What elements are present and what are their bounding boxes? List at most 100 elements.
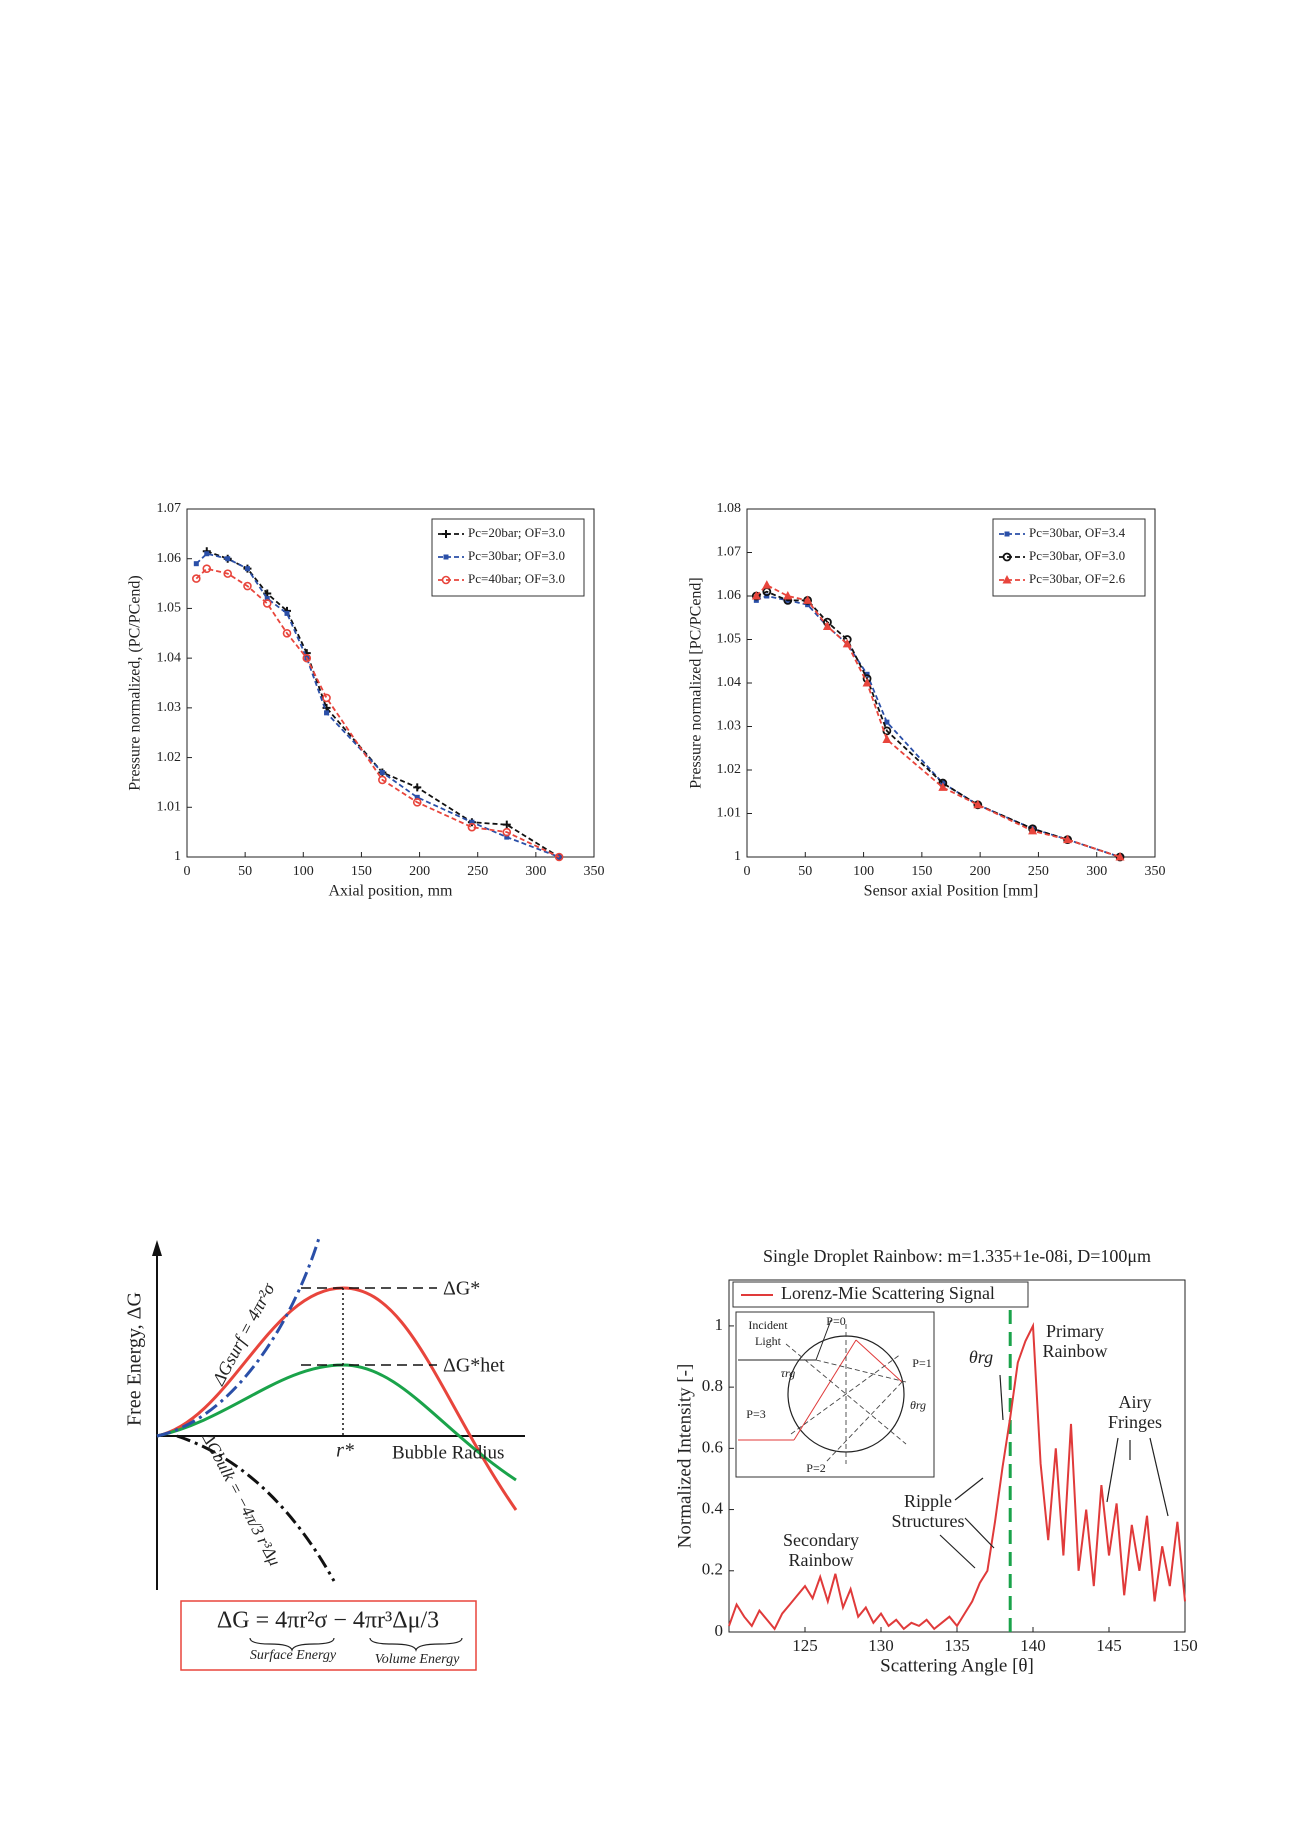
annotation-arrow [1106, 1437, 1119, 1503]
marker [502, 827, 512, 837]
formula-box [180, 1600, 477, 1671]
y-axis-label: Normalized Intensity [-] [674, 1364, 695, 1549]
y-tick-label: 1 [174, 849, 181, 864]
y-tick-label: 0 [715, 1621, 724, 1640]
marker [973, 799, 983, 809]
x-tick-label: 140 [1020, 1636, 1046, 1655]
x-tick-label: 130 [868, 1636, 894, 1655]
series-line [755, 583, 1121, 858]
brace [369, 1637, 463, 1652]
y-tick-label: 1.02 [157, 750, 182, 765]
y-tick-label: 0.8 [702, 1376, 723, 1395]
x-tick-label: 300 [1086, 864, 1107, 879]
y-tick-label: 0.6 [702, 1437, 723, 1456]
x-tick-label: 150 [1172, 1636, 1198, 1655]
inset-label: P=0 [826, 1314, 845, 1328]
y-axis-label: Pressure normalized [PC/PCend] [688, 577, 705, 789]
x-tick-label: 145 [1096, 1636, 1122, 1655]
legend-label: Pc=40bar; OF=3.0 [468, 571, 565, 586]
marker [502, 820, 511, 829]
marker [412, 798, 422, 807]
x-tick-label: 50 [238, 864, 252, 879]
x-tick-label: 200 [409, 864, 430, 879]
series-line [728, 1322, 1186, 1631]
marker [442, 530, 450, 538]
marker [322, 693, 331, 703]
nucleation-diagram: ΔG* ΔG*het r* Bubble Radius Free Energy,… [124, 1237, 525, 1671]
dg-het-label: ΔG*het [443, 1355, 505, 1377]
x-tick-label: 50 [798, 864, 812, 879]
y-tick-label: 1.07 [717, 545, 742, 560]
inset-label: Light [755, 1334, 782, 1348]
bulk-curve [176, 1434, 336, 1582]
marker [1063, 834, 1073, 844]
annotation: Fringes [1108, 1412, 1162, 1432]
chart: 0 0.2 0.4 0.6 0.8 1 125 130 135 140 145 150 Single D… [674, 1246, 1197, 1676]
x-tick-label: 100 [293, 864, 314, 879]
x-tick-label: 100 [853, 864, 874, 879]
series-line [755, 590, 1121, 858]
inset-label: P=2 [806, 1461, 825, 1475]
inset-box [735, 1311, 935, 1478]
x-tick-label: 150 [911, 864, 932, 879]
marker [302, 653, 312, 663]
annotation-arrow [964, 1517, 995, 1549]
marker [192, 574, 201, 583]
x-tick-label: 250 [467, 864, 488, 879]
legend-label: Pc=20bar; OF=3.0 [468, 525, 565, 540]
legend-label: Lorenz-Mie Scattering Signal [781, 1283, 995, 1303]
marker [324, 710, 330, 716]
chart-title: Single Droplet Rainbow: m=1.335+1e-08i, … [763, 1246, 1151, 1266]
homogeneous-curve [156, 1286, 518, 1511]
marker [467, 822, 477, 832]
marker [762, 580, 772, 589]
marker [1002, 552, 1012, 562]
marker [751, 591, 761, 600]
series-line [206, 550, 560, 858]
y-axis-label: Free Energy, ΔG [124, 1292, 146, 1426]
x-tick-label: 250 [1028, 864, 1049, 879]
brace [249, 1637, 335, 1652]
marker [554, 852, 564, 862]
y-tick-label: 1 [734, 849, 741, 864]
ray [790, 1353, 902, 1435]
ray [815, 1319, 832, 1361]
annotation-arrow [954, 1477, 984, 1501]
marker [282, 628, 292, 638]
marker [379, 769, 385, 775]
marker [938, 782, 948, 791]
marker [378, 775, 387, 785]
marker [244, 566, 250, 572]
marker [243, 581, 252, 591]
series-line [195, 552, 560, 858]
y-tick-label: 1.04 [157, 650, 182, 665]
x-tick-label: 200 [970, 864, 991, 879]
x-tick-label: 0 [744, 864, 751, 879]
y-tick-label: 1.05 [717, 632, 742, 647]
legend-label: Pc=30bar; OF=3.0 [468, 548, 565, 563]
annotation: Secondary [783, 1530, 859, 1550]
x-tick-label: 135 [944, 1636, 970, 1655]
chart: 1 1.01 1.02 1.03 1.04 1.05 1.06 1.07 0 50 100 150 20… [127, 501, 605, 899]
x-tick-label: 125 [792, 1636, 818, 1655]
annotation: Airy [1119, 1392, 1152, 1412]
series-line [755, 595, 1121, 858]
dg-star-label: ΔG* [443, 1278, 480, 1300]
y-tick-label: 1.06 [717, 588, 742, 603]
x-axis-label: Sensor axial Position [mm] [864, 883, 1039, 900]
x-tick-label: 350 [1145, 864, 1166, 879]
annotation-arrow [939, 1534, 976, 1569]
marker [884, 719, 890, 725]
x-axis-label: Bubble Radius [392, 1442, 504, 1463]
marker [264, 595, 270, 601]
y-tick-label: 1.03 [157, 700, 182, 715]
surface-curve [156, 1237, 321, 1438]
marker [441, 575, 451, 585]
ray [825, 1381, 903, 1463]
marker [1002, 575, 1012, 584]
marker [469, 819, 475, 825]
marker [556, 854, 562, 860]
marker [413, 783, 422, 792]
marker [204, 551, 210, 557]
